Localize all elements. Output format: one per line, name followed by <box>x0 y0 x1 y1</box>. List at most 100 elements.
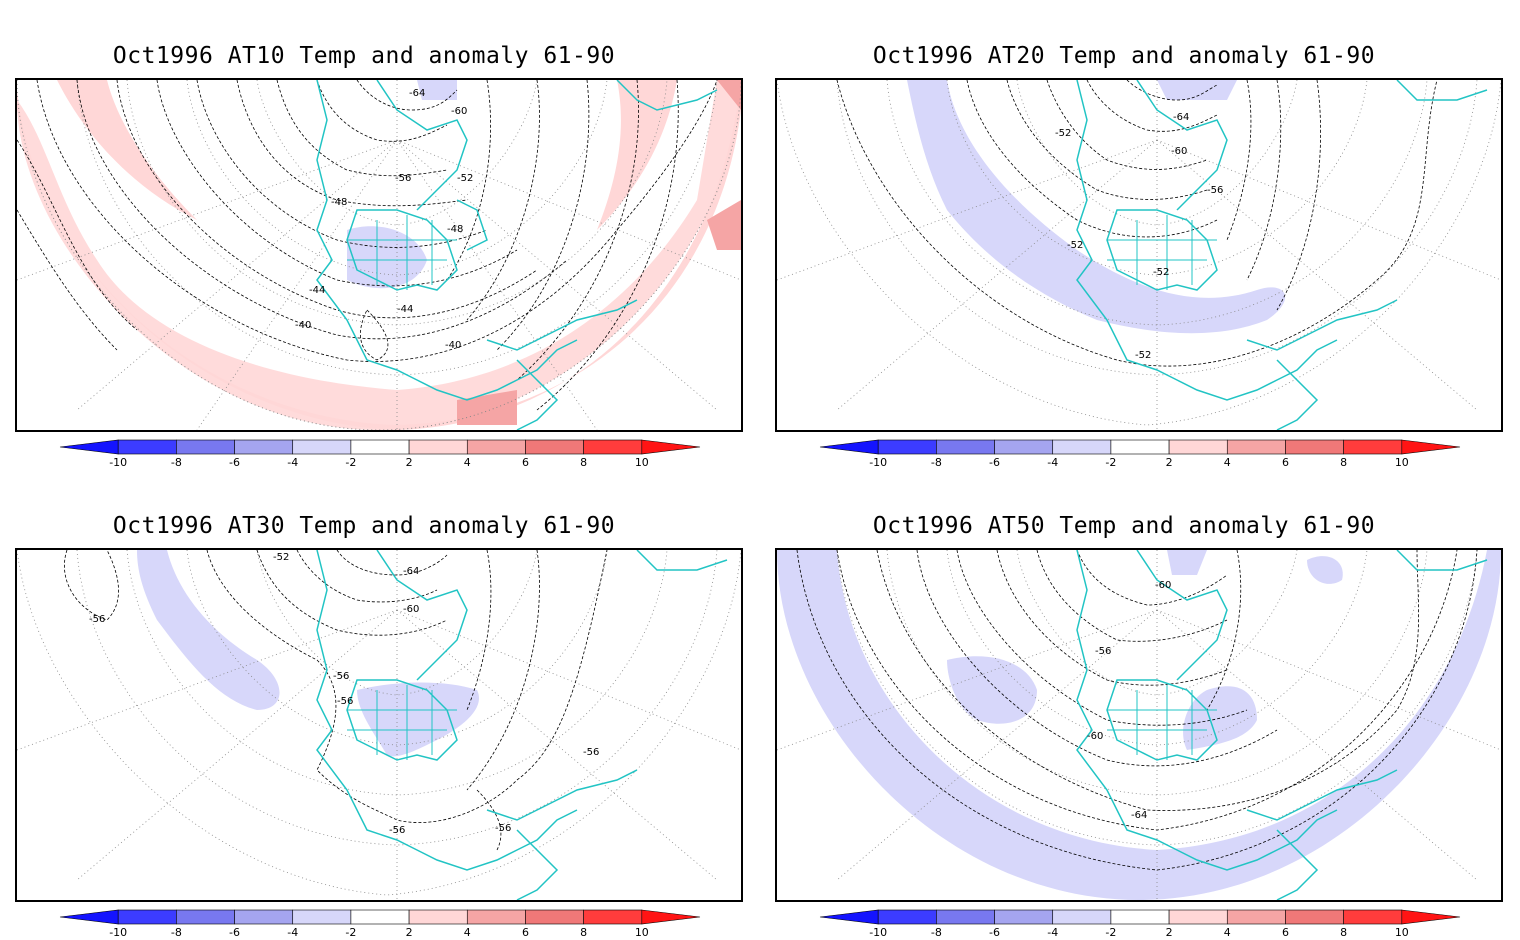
colorbar-segment <box>1168 909 1228 925</box>
contour-label: -60 <box>1171 146 1187 157</box>
colorbar-tick-label: -10 <box>869 926 887 938</box>
colorbar-segment <box>234 439 294 455</box>
contour-lines <box>64 550 608 851</box>
colorbar-tick-label: -4 <box>1047 456 1058 468</box>
contour-lines <box>796 550 1478 871</box>
colorbar-tick-label: 4 <box>1224 926 1231 938</box>
state-boundaries <box>347 215 457 290</box>
contour-label: -56 <box>395 173 411 184</box>
coastline-north-america <box>316 550 728 900</box>
colorbar-segment <box>1226 439 1286 455</box>
panel-title: Oct1996 AT10 Temp and anomaly 61-90 <box>112 43 616 69</box>
panel-at20: Oct1996 AT20 Temp and anomaly 61-90 <box>760 0 1520 470</box>
contour-label: -56 <box>89 614 105 625</box>
colorbar-tick-label: 8 <box>1340 456 1347 468</box>
colorbar-tick-label: 6 <box>1282 456 1289 468</box>
colorbar-segment <box>176 439 235 455</box>
colorbar-segment <box>176 909 235 925</box>
contour-label: -64 <box>1131 810 1147 821</box>
contour-label: -56 <box>337 696 353 707</box>
colorbar-segment <box>1401 439 1461 455</box>
state-boundaries <box>1107 215 1217 290</box>
colorbar-tick-label: 8 <box>580 456 587 468</box>
contour-label: -44 <box>309 285 325 296</box>
contour-label: -56 <box>333 671 349 682</box>
contour-labels: -64 -52 -60 -56 -52 -52 -52 <box>1055 112 1223 361</box>
colorbar: -10 -8 -6 -4 -2 2 4 6 8 10 <box>59 439 701 468</box>
colorbar-segment <box>1110 909 1170 925</box>
colorbar-segment <box>408 439 468 455</box>
colorbar-tick-label: -6 <box>989 926 1000 938</box>
map-area: -60 -56 -60 -64 <box>775 548 1503 902</box>
contour-label: -60 <box>1087 731 1103 742</box>
contour-label: -56 <box>1095 646 1111 657</box>
contour-label: -60 <box>403 604 419 615</box>
colorbar-segment <box>641 909 701 925</box>
colorbar-segment <box>350 909 410 925</box>
contour-label: -48 <box>447 224 463 235</box>
colorbar-tick-label: -2 <box>1105 456 1116 468</box>
colorbar-tick-label: -8 <box>931 456 942 468</box>
contour-label: -52 <box>1135 350 1151 361</box>
contour-label: -44 <box>397 304 413 315</box>
grid-lines <box>777 550 1501 900</box>
contour-label: -52 <box>1153 267 1169 278</box>
contour-label: -52 <box>1055 128 1071 139</box>
colorbar-tick-label: 8 <box>580 926 587 938</box>
colorbar-tick-label: 8 <box>1340 926 1347 938</box>
colorbar-segment <box>408 909 468 925</box>
colorbar-segment <box>1343 909 1403 925</box>
colorbar-tick-label: 6 <box>522 456 529 468</box>
contour-label: -52 <box>457 173 473 184</box>
colorbar-tick-label: -10 <box>109 456 127 468</box>
contour-label: -48 <box>331 197 347 208</box>
contour-lines <box>836 80 1438 367</box>
colorbar-tick-label: -2 <box>345 926 356 938</box>
contour-label: -40 <box>295 320 311 331</box>
contour-label: -60 <box>451 106 467 117</box>
colorbar-tick-label: -4 <box>287 456 298 468</box>
colorbar-segment <box>525 909 584 925</box>
coastline-north-america <box>1076 80 1488 430</box>
colorbar-tick-label: -10 <box>869 456 887 468</box>
contour-label: -64 <box>1173 112 1189 123</box>
colorbar: -10 -8 -6 -4 -2 2 4 6 8 10 <box>59 909 701 938</box>
colorbar-tick-label: -8 <box>171 926 182 938</box>
colorbar-tick-label: 2 <box>406 926 413 938</box>
contour-label: -64 <box>403 566 419 577</box>
panel-title: Oct1996 AT50 Temp and anomaly 61-90 <box>872 513 1376 539</box>
colorbar-segment <box>583 439 643 455</box>
contour-label: -64 <box>409 88 425 99</box>
panel-at10: Oct1996 AT10 Temp and anomaly 61-90 <box>0 0 760 470</box>
colorbar-segment <box>1226 909 1286 925</box>
colorbar-segment <box>350 439 410 455</box>
colorbar-tick-label: -8 <box>931 926 942 938</box>
colorbar-segment <box>1401 909 1461 925</box>
colorbar-segment <box>877 439 937 455</box>
map-area: -64 -60 -56 -52 -48 -48 -44 -44 -40 -40 <box>15 78 743 432</box>
colorbar-segment <box>59 439 119 455</box>
colorbar-segment <box>1285 909 1344 925</box>
colorbar-tick-label: 10 <box>635 926 649 938</box>
contour-label: -56 <box>389 825 405 836</box>
colorbar-tick-label: 4 <box>1224 456 1231 468</box>
colorbar-segment <box>1052 909 1112 925</box>
colorbar-segment <box>292 439 352 455</box>
contour-labels: -52 -64 -56 -60 -56 -56 -56 -56 -56 <box>89 552 599 836</box>
colorbar-tick-label: 2 <box>406 456 413 468</box>
colorbar-segment <box>994 909 1054 925</box>
panel-at50: Oct1996 AT50 Temp and anomaly 61-90 <box>760 470 1520 940</box>
colorbar-segment <box>466 909 526 925</box>
colorbar-segment <box>292 909 352 925</box>
colorbar-segment <box>583 909 643 925</box>
colorbar-segment <box>234 909 294 925</box>
contour-label: -56 <box>495 823 511 834</box>
colorbar-tick-label: 10 <box>1395 926 1409 938</box>
colorbar-tick-label: -6 <box>989 456 1000 468</box>
colorbar-segment <box>117 909 177 925</box>
grid-lines <box>777 80 1501 430</box>
panel-at30: Oct1996 AT30 Temp and anomaly 61-90 <box>0 470 760 940</box>
panel-title: Oct1996 AT30 Temp and anomaly 61-90 <box>112 513 616 539</box>
colorbar-tick-label: 2 <box>1166 926 1173 938</box>
colorbar-tick-label: 10 <box>1395 456 1409 468</box>
